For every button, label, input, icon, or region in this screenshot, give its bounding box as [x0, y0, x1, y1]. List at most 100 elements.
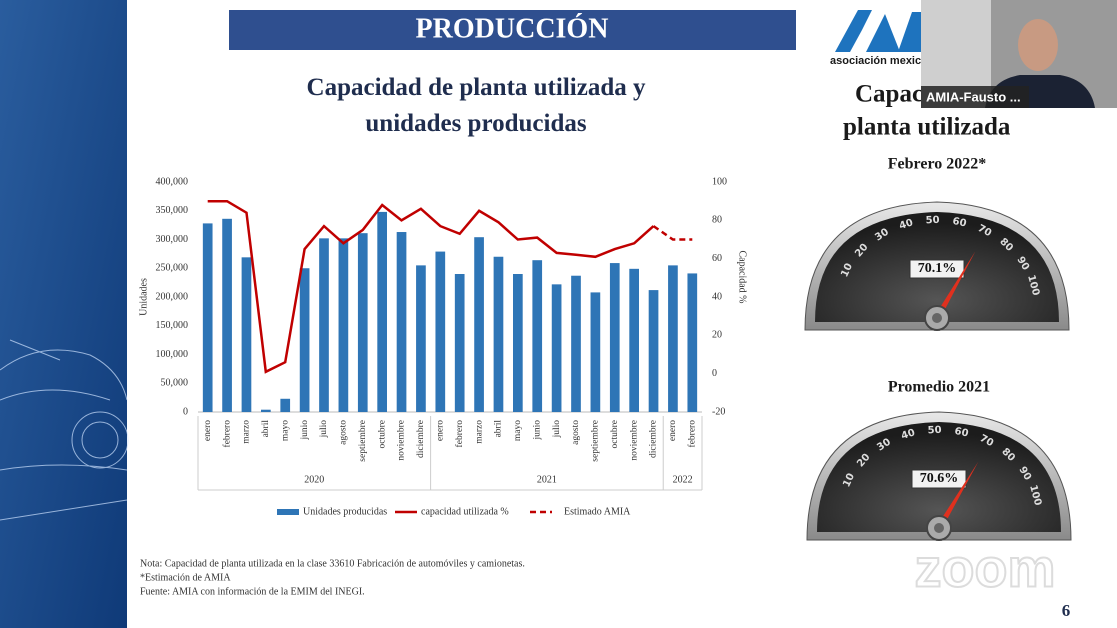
bar	[202, 223, 213, 412]
line	[652, 225, 693, 241]
x-tick-label: diciembre	[416, 420, 426, 458]
gauge-tick-label: 60	[953, 426, 969, 440]
gauge-needle	[934, 251, 976, 320]
y-tick-label: 300,000	[156, 234, 189, 245]
bar	[590, 292, 601, 412]
gauge-tick-label: 10	[841, 472, 857, 489]
x-tick-label: octubre	[610, 420, 620, 449]
x-tick-label: octubre	[377, 420, 387, 449]
y2-tick-label: 100	[712, 176, 727, 187]
x-tick-label: junio	[532, 420, 542, 441]
x-tick-label: diciembre	[649, 420, 659, 458]
x-tick-label: junio	[300, 420, 310, 441]
y-tick-label: 350,000	[156, 205, 189, 216]
x-tick-label: enero	[203, 420, 213, 441]
y-tick-label: 150,000	[156, 320, 189, 331]
gauge-tick-label: 40	[900, 427, 917, 442]
x-tick-label: febrero	[454, 420, 465, 448]
bar	[357, 233, 368, 412]
gauge-value-label: 70.1%	[918, 261, 957, 276]
x-tick-label: febrero	[221, 420, 232, 448]
gauge-tick-label: 40	[898, 217, 915, 232]
line	[207, 199, 655, 374]
y-tick-label: 50,000	[161, 378, 189, 389]
x-tick-label: julio	[319, 420, 329, 439]
side-strip	[0, 0, 127, 628]
y-tick-label: 0	[183, 406, 188, 417]
y2-tick-label: 40	[712, 291, 722, 302]
y-tick-label: 400,000	[156, 176, 189, 187]
legend-label: capacidad utilizada %	[421, 506, 509, 517]
page-number: 6	[1062, 601, 1071, 620]
bar	[513, 274, 523, 412]
x-tick-label: marzo	[242, 420, 252, 444]
legend-label: Unidades producidas	[303, 506, 387, 517]
logo	[835, 10, 922, 52]
bar	[435, 251, 446, 412]
note: Nota: Capacidad de planta utilizada en l…	[140, 558, 525, 569]
y2-tick-label: 20	[712, 330, 722, 341]
bar	[396, 232, 407, 412]
name-tag	[921, 86, 1029, 108]
x-tick-label: abril	[494, 420, 504, 438]
gauge-hub-center	[932, 313, 942, 323]
car-drawing	[0, 339, 129, 521]
y2-axis-label: Capacidad %	[737, 250, 748, 303]
bar	[474, 237, 484, 412]
gauge-title: Promedio 2021	[888, 379, 990, 396]
bar	[687, 273, 698, 412]
x-tick-label: julio	[552, 420, 562, 439]
bar	[493, 256, 504, 412]
x-tick-label: marzo	[474, 420, 484, 444]
legend-swatch	[277, 509, 299, 515]
bar	[222, 218, 232, 412]
bar	[377, 211, 387, 412]
group-label: 2021	[537, 474, 557, 485]
y-tick-label: 200,000	[156, 291, 189, 302]
note: *Estimación de AMIA	[140, 572, 231, 583]
bar	[629, 268, 639, 412]
bar	[454, 274, 465, 412]
y2-tick-label: 60	[712, 253, 722, 264]
bar	[532, 260, 543, 412]
x-tick-label: septiembre	[358, 420, 368, 462]
gauge-value-box	[909, 259, 965, 279]
x-tick-label: mayo	[513, 420, 523, 441]
bar	[280, 398, 291, 412]
person-head	[1018, 19, 1058, 71]
gauge-value-label: 70.6%	[920, 471, 959, 486]
gauge-value-box	[911, 469, 967, 489]
gauge-tick-label: 60	[951, 216, 967, 230]
y-axis-label: Unidades	[138, 278, 149, 316]
y-tick-label: 100,000	[156, 349, 189, 360]
bar	[241, 257, 252, 412]
bar	[609, 263, 620, 412]
y2-tick-label: 80	[712, 215, 722, 226]
video-thumbnail: AMIA-Fausto ...	[921, 0, 1117, 108]
bar	[668, 265, 678, 412]
gauge-title: Febrero 2022*	[888, 156, 987, 173]
chart-title: Capacidad de planta utilizada y unidades…	[306, 74, 646, 137]
bar	[338, 238, 349, 412]
x-tick-label: noviembre	[629, 420, 639, 461]
participant-name: AMIA-Fausto ...	[926, 89, 1021, 104]
watermark: zoom	[915, 538, 1056, 598]
gauge-tick-label: 100	[1025, 274, 1041, 297]
bar	[571, 275, 581, 412]
side-title: Capac	[855, 81, 923, 108]
bar	[416, 265, 426, 412]
y2-tick-label: 0	[712, 368, 717, 379]
x-tick-label: mayo	[280, 420, 290, 441]
x-tick-label: febrero	[686, 420, 697, 448]
bar	[551, 284, 562, 412]
bar	[299, 268, 310, 412]
x-tick-label: agosto	[339, 420, 349, 445]
group-label: 2020	[304, 474, 324, 485]
x-tick-label: agosto	[571, 420, 581, 445]
gauge-tick-label: 10	[839, 262, 855, 279]
x-tick-label: enero	[435, 420, 445, 441]
legend-label: Estimado AMIA	[564, 506, 631, 517]
x-tick-label: enero	[668, 420, 678, 441]
bar	[261, 409, 271, 412]
